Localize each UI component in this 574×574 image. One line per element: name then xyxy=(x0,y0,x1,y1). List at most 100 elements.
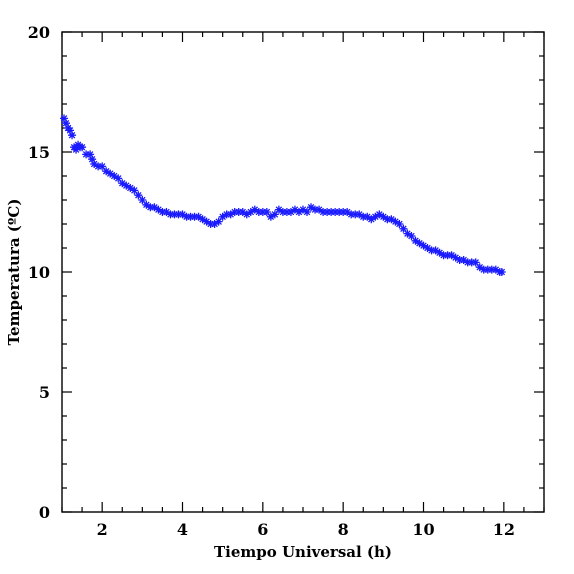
data-point xyxy=(186,212,195,221)
data-point xyxy=(367,215,376,224)
data-series xyxy=(60,114,506,276)
data-point xyxy=(178,210,187,219)
data-point xyxy=(427,246,436,255)
y-axis-ticks xyxy=(62,31,544,513)
data-point xyxy=(407,232,416,240)
y-tick-label: 15 xyxy=(28,143,50,162)
data-point xyxy=(158,208,167,216)
data-point xyxy=(82,150,91,159)
data-point xyxy=(126,184,135,192)
data-point xyxy=(262,208,271,216)
x-axis-tick-labels: 2 4 6 8 10 12 xyxy=(97,520,515,539)
data-point xyxy=(335,208,344,216)
data-point xyxy=(359,212,368,221)
data-point xyxy=(114,174,123,183)
data-point xyxy=(202,217,211,226)
data-point xyxy=(303,208,312,216)
data-point xyxy=(343,208,352,216)
y-tick-label: 10 xyxy=(28,263,50,282)
data-point xyxy=(455,256,464,264)
data-point xyxy=(435,248,444,257)
data-point xyxy=(258,208,267,216)
data-point xyxy=(62,119,71,128)
data-point xyxy=(371,212,380,221)
data-point xyxy=(146,203,155,212)
data-point xyxy=(154,205,163,214)
data-point xyxy=(379,212,388,221)
data-point xyxy=(419,241,428,250)
data-point xyxy=(170,210,179,219)
y-tick-label: 5 xyxy=(39,383,50,402)
data-point xyxy=(60,114,69,123)
data-point xyxy=(286,208,295,216)
data-point xyxy=(471,258,480,267)
data-point xyxy=(323,208,332,216)
data-point xyxy=(459,256,468,264)
data-point xyxy=(463,258,472,267)
data-point xyxy=(106,169,115,178)
data-point xyxy=(479,265,488,274)
data-point xyxy=(331,208,340,216)
data-point xyxy=(347,210,356,219)
data-point xyxy=(166,210,175,219)
x-tick-label: 2 xyxy=(97,520,108,539)
data-point xyxy=(90,160,99,168)
data-point xyxy=(72,145,81,154)
data-point xyxy=(383,215,392,224)
data-point xyxy=(351,210,360,219)
data-point xyxy=(246,208,255,216)
data-point xyxy=(86,150,95,159)
x-tick-label: 4 xyxy=(177,520,188,539)
data-point xyxy=(118,179,127,188)
data-point xyxy=(174,210,183,219)
data-point xyxy=(375,210,384,219)
data-point xyxy=(234,208,243,216)
data-point xyxy=(88,155,97,164)
x-tick-label: 10 xyxy=(412,520,434,539)
x-axis-ticks xyxy=(61,32,545,512)
data-point xyxy=(274,205,283,214)
data-point xyxy=(423,244,432,252)
data-point xyxy=(142,200,151,209)
y-tick-label: 0 xyxy=(39,503,50,522)
data-point xyxy=(311,205,320,214)
data-point xyxy=(254,208,263,216)
data-point xyxy=(475,263,484,272)
data-point xyxy=(294,208,303,216)
data-point xyxy=(222,210,231,219)
data-point xyxy=(238,208,247,216)
data-point xyxy=(66,126,75,135)
data-point xyxy=(443,251,452,260)
data-point xyxy=(395,220,404,228)
data-point xyxy=(122,181,131,190)
data-point xyxy=(150,203,159,212)
data-point xyxy=(491,265,500,274)
plot-area-border xyxy=(61,31,545,513)
data-point xyxy=(230,208,239,216)
data-point xyxy=(319,208,328,216)
data-point xyxy=(497,268,506,276)
data-point xyxy=(198,215,207,224)
data-point xyxy=(210,220,219,228)
data-point xyxy=(431,246,440,255)
data-point xyxy=(162,208,171,216)
data-point xyxy=(439,251,448,260)
plot-frame xyxy=(61,31,545,513)
data-point xyxy=(250,205,259,214)
y-axis-title: Temperatura (ºC) xyxy=(5,199,23,346)
data-point xyxy=(339,208,348,216)
y-tick-label: 20 xyxy=(28,23,50,42)
data-point xyxy=(102,167,111,176)
data-point xyxy=(68,131,77,140)
data-point xyxy=(447,251,456,260)
data-point xyxy=(299,205,307,214)
data-point xyxy=(226,210,235,219)
data-point xyxy=(110,172,119,180)
data-point xyxy=(282,208,291,216)
data-point xyxy=(411,236,420,245)
data-point xyxy=(242,210,251,219)
data-point xyxy=(307,203,316,212)
x-axis-title: Tiempo Universal (h) xyxy=(214,543,392,561)
data-point xyxy=(327,208,336,216)
